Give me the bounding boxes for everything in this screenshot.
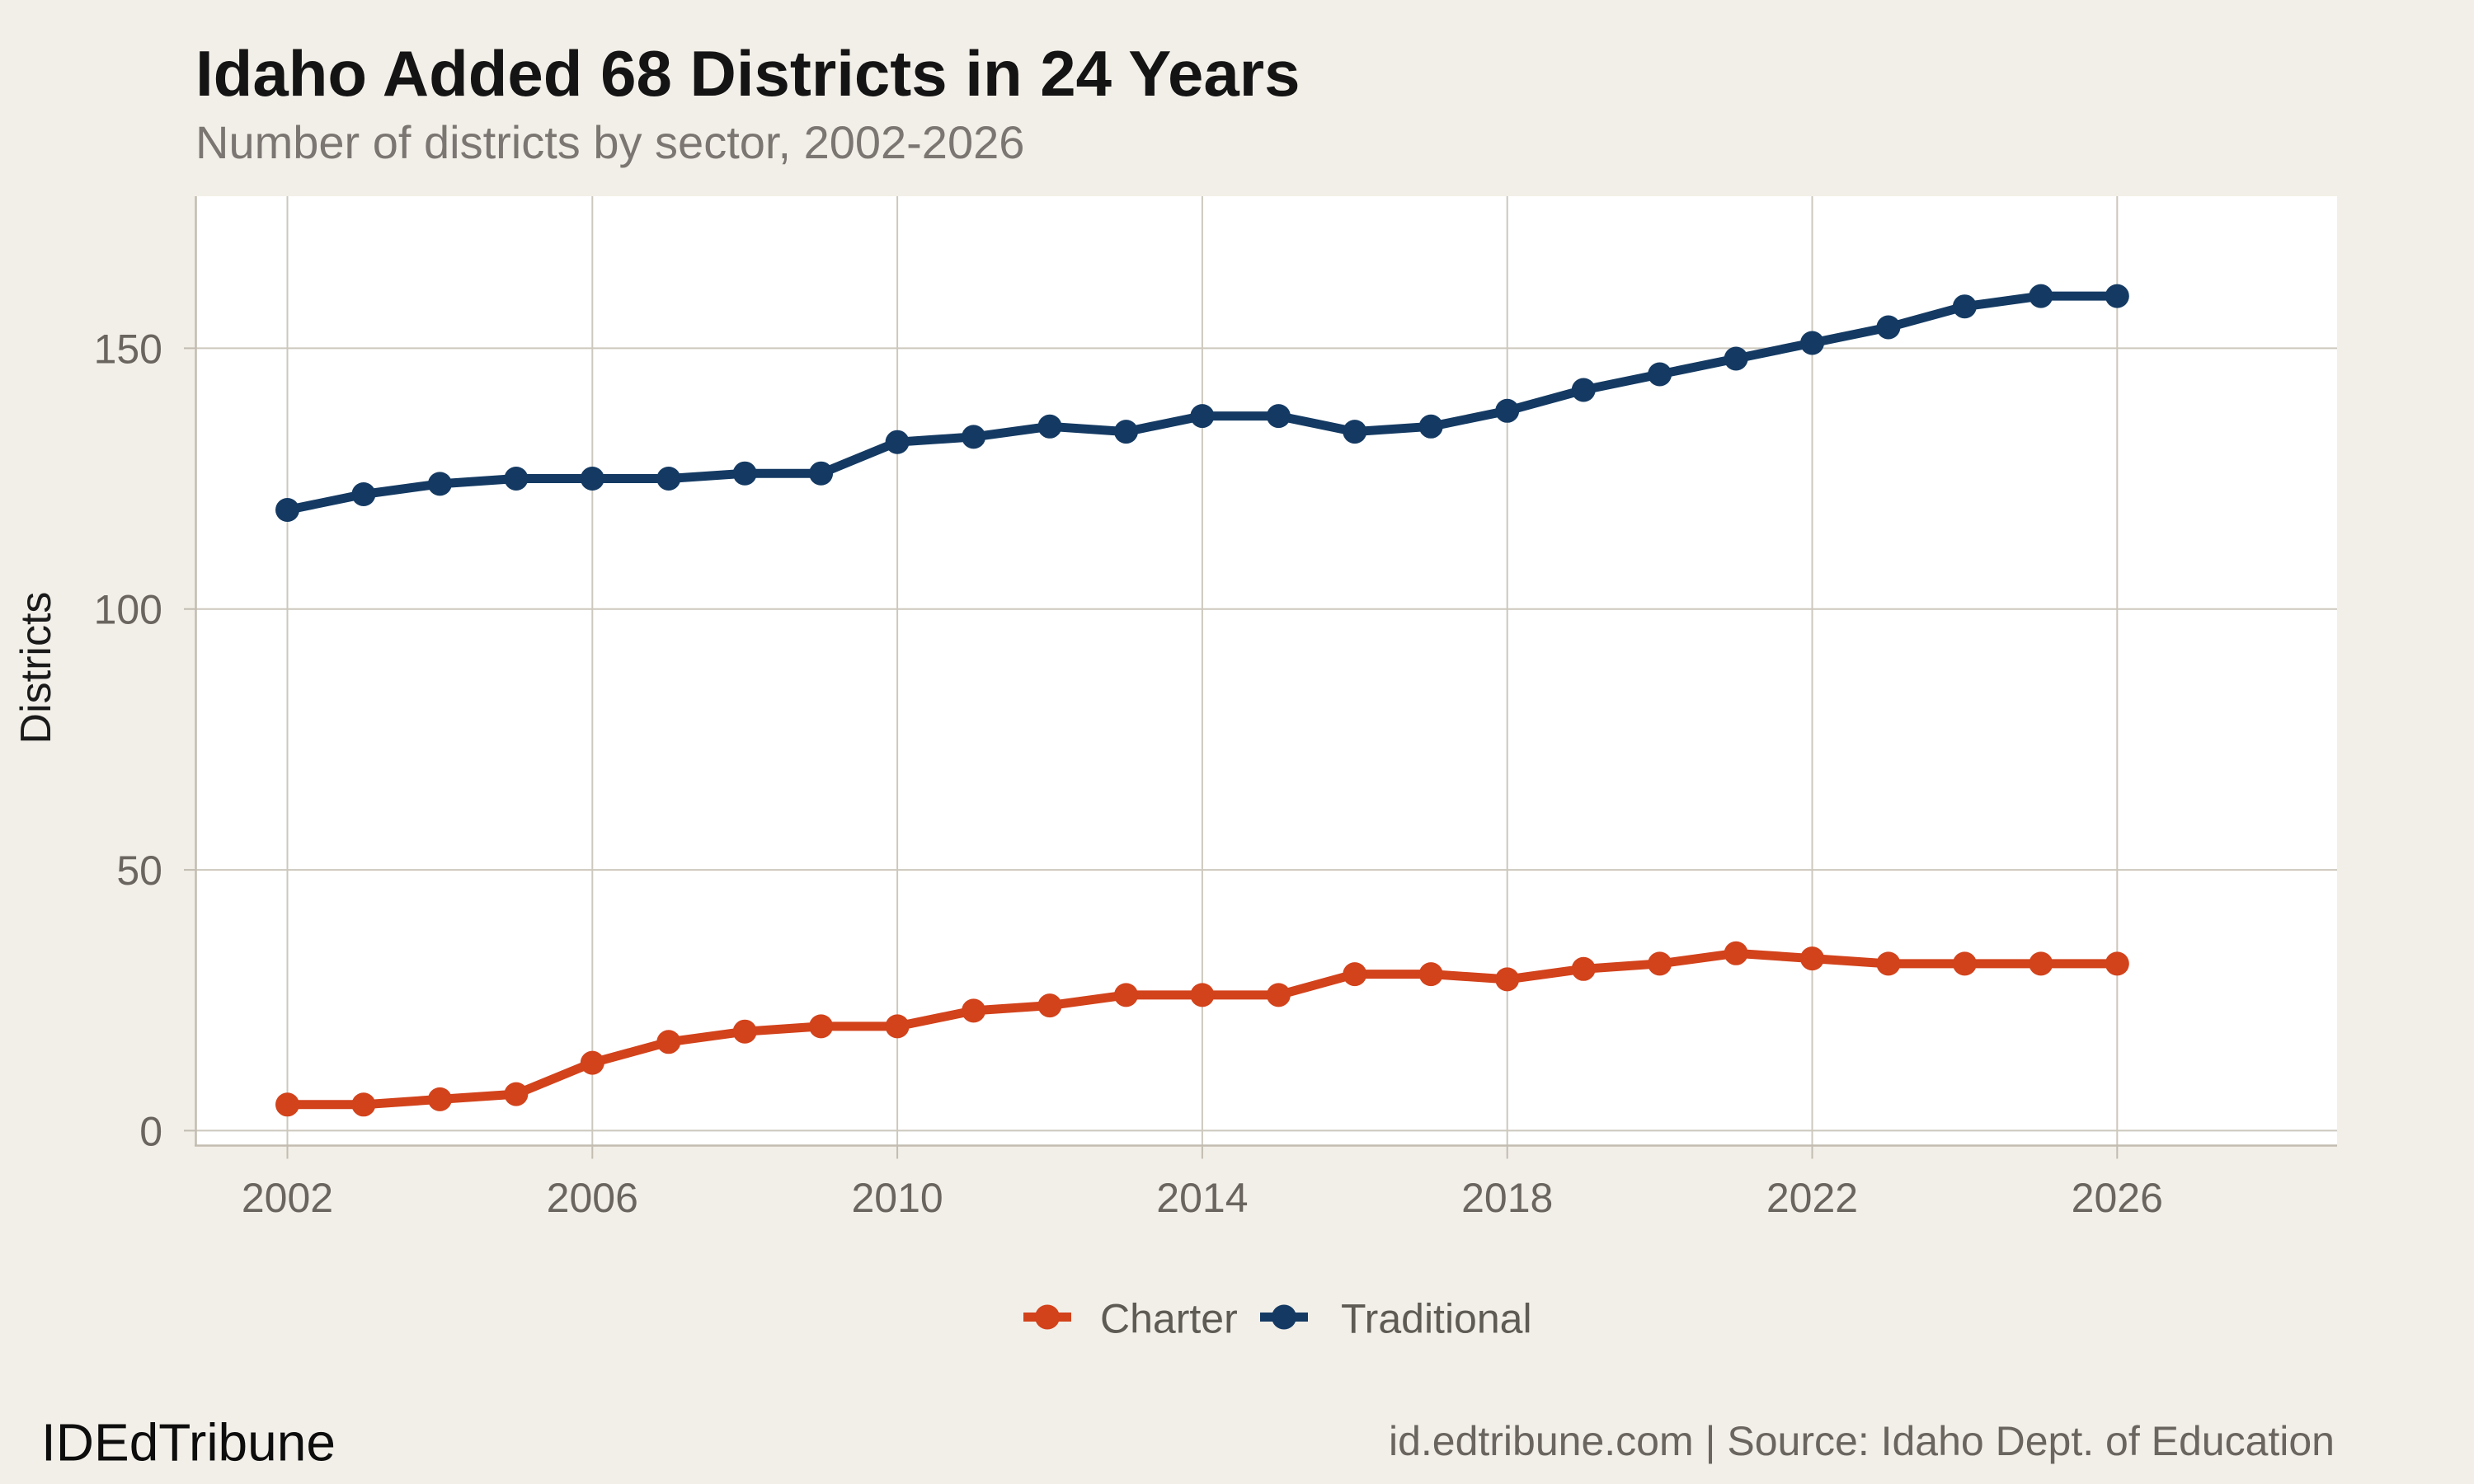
svg-text:2006: 2006 (547, 1175, 638, 1221)
svg-text:id.edtribune.com | Source: Ida: id.edtribune.com | Source: Idaho Dept. o… (1389, 1418, 2335, 1464)
svg-text:Charter: Charter (1100, 1296, 1238, 1342)
svg-text:Districts: Districts (12, 592, 60, 744)
svg-text:2014: 2014 (1156, 1175, 1248, 1221)
svg-text:2010: 2010 (851, 1175, 943, 1221)
svg-text:2018: 2018 (1461, 1175, 1553, 1221)
svg-text:0: 0 (139, 1108, 162, 1154)
svg-text:Idaho Added 68 Districts in 24: Idaho Added 68 Districts in 24 Years (195, 37, 1300, 110)
svg-text:2026: 2026 (2072, 1175, 2163, 1221)
svg-text:IDEdTribune: IDEdTribune (41, 1413, 336, 1472)
svg-text:Traditional: Traditional (1341, 1296, 1532, 1342)
svg-text:100: 100 (94, 587, 162, 633)
svg-text:50: 50 (116, 848, 162, 894)
svg-text:2002: 2002 (242, 1175, 333, 1221)
svg-text:Number of districts by sector,: Number of districts by sector, 2002-2026 (195, 116, 1024, 168)
svg-text:2022: 2022 (1766, 1175, 1858, 1221)
svg-text:150: 150 (94, 326, 162, 372)
